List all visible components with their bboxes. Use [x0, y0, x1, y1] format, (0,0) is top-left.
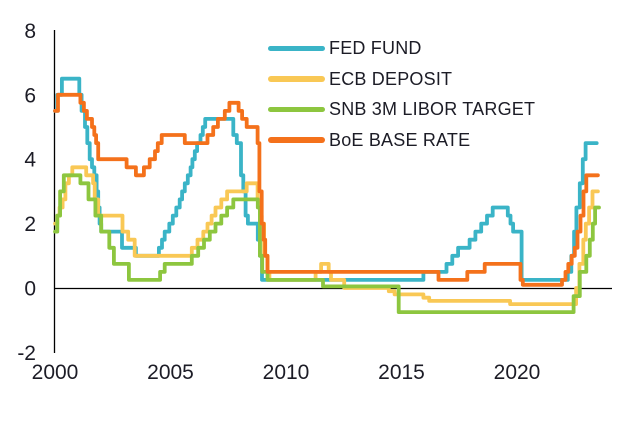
y-tick-label: 2: [24, 213, 36, 236]
legend-swatch-fed-fund: [268, 45, 325, 52]
chart-legend: FED FUND ECB DEPOSIT SNB 3M LIBOR TARGET…: [268, 33, 535, 155]
legend-item-snb-3m-libor-target: SNB 3M LIBOR TARGET: [268, 94, 535, 125]
legend-item-boe-base-rate: BoE BASE RATE: [268, 125, 535, 156]
legend-item-ecb-deposit: ECB DEPOSIT: [268, 64, 535, 95]
y-tick-label: 6: [24, 84, 36, 107]
legend-swatch-snb-3m-libor-target: [268, 106, 325, 113]
y-tick-label: 4: [24, 149, 36, 172]
x-tick-label: 2010: [263, 361, 310, 384]
series-line-ecb-deposit: [53, 165, 600, 306]
legend-item-fed-fund: FED FUND: [268, 33, 535, 64]
x-tick-label: 2005: [147, 361, 194, 384]
legend-swatch-ecb-deposit: [268, 76, 325, 82]
y-tick-label: 8: [24, 20, 36, 43]
y-tick-label: 0: [24, 278, 36, 301]
x-tick-label: 2015: [378, 361, 425, 384]
series-line-boe-base-rate: [53, 92, 600, 287]
y-tick-label: -2: [17, 342, 36, 365]
legend-label-snb-3m-libor-target: SNB 3M LIBOR TARGET: [329, 99, 536, 120]
series-line-fed-fund: [53, 76, 599, 282]
series-line-snb-3m-libor-target: [53, 173, 601, 314]
x-tick-label: 2020: [494, 361, 541, 384]
legend-label-fed-fund: FED FUND: [329, 38, 422, 59]
x-tick-label: 2000: [32, 361, 79, 384]
legend-label-boe-base-rate: BoE BASE RATE: [329, 130, 471, 151]
legend-label-ecb-deposit: ECB DEPOSIT: [329, 68, 453, 89]
legend-swatch-boe-base-rate: [268, 137, 325, 143]
